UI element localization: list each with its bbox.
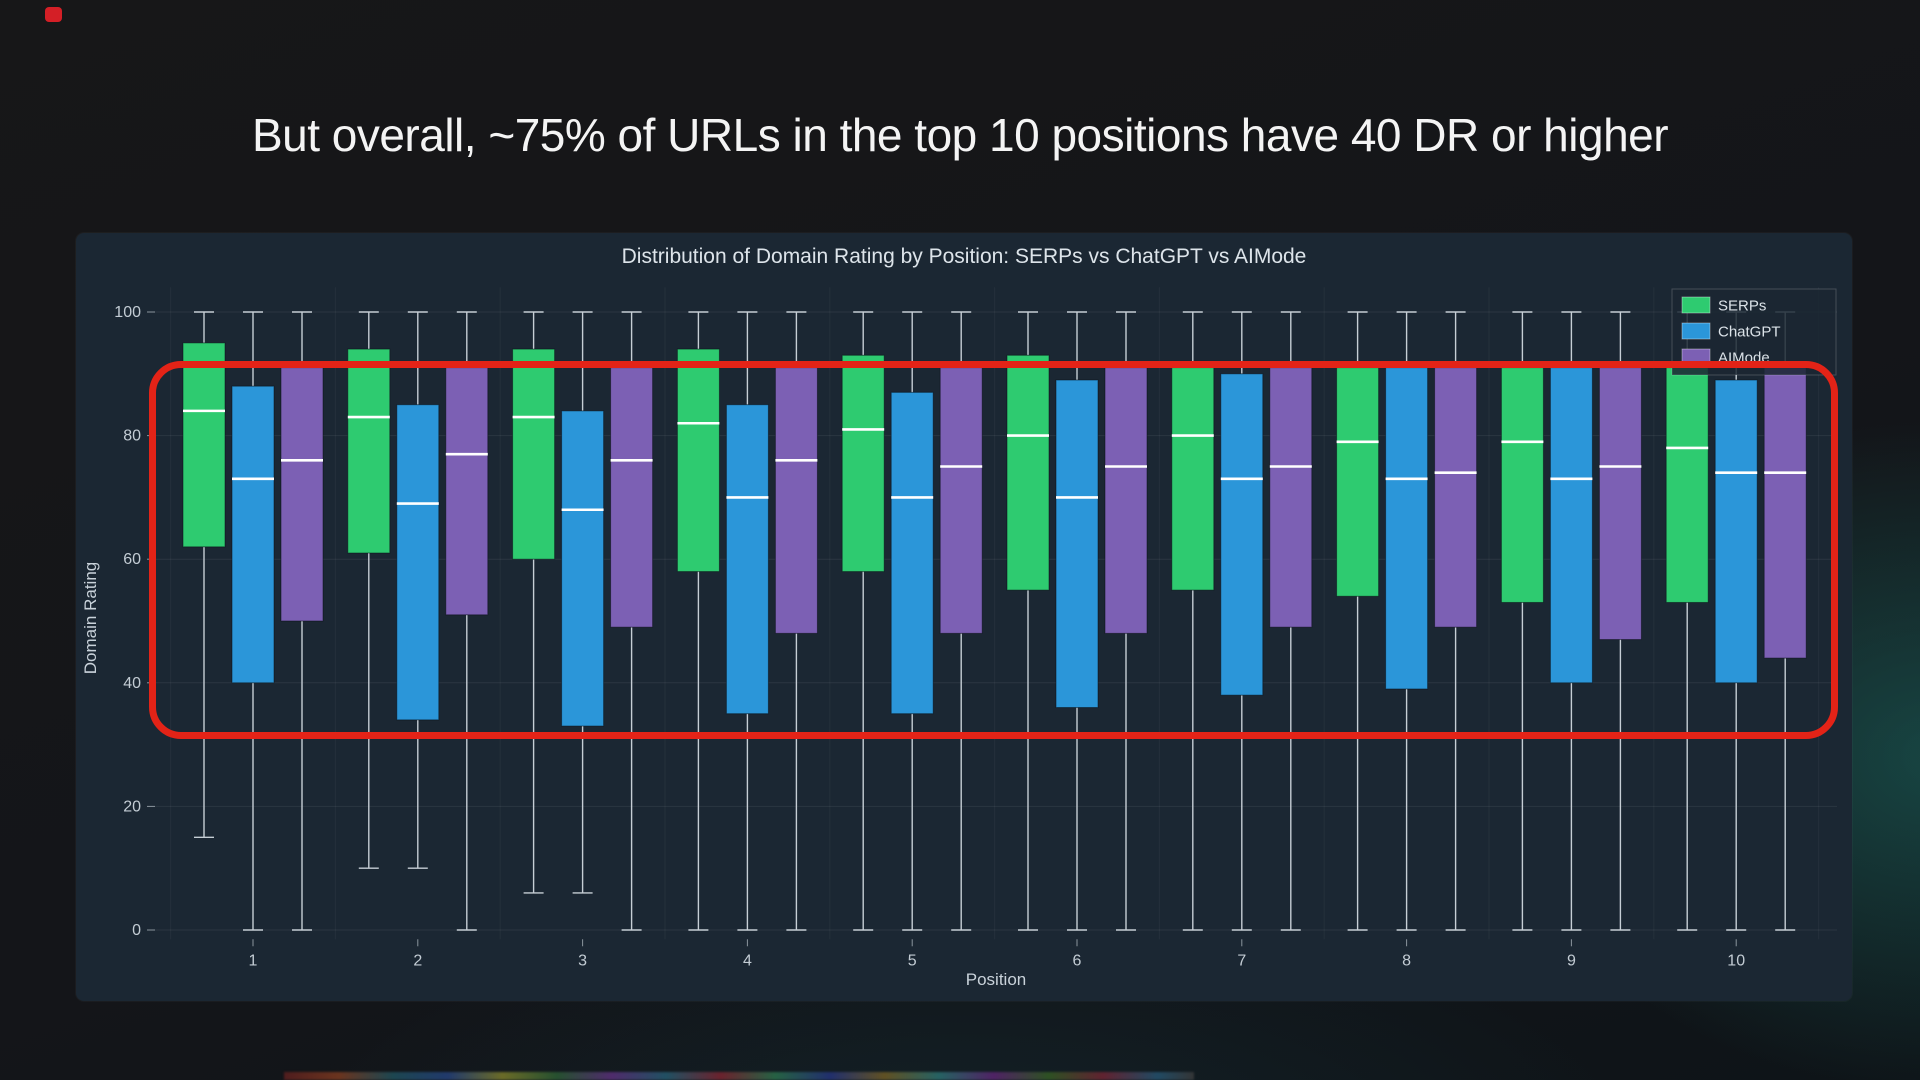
- series-aimode: [280, 311, 1807, 931]
- box-serps-pos6: [1006, 354, 1050, 591]
- box-chatgpt-pos2: [396, 404, 440, 721]
- svg-text:60: 60: [123, 551, 141, 568]
- chart-panel: Distribution of Domain Rating by Positio…: [76, 233, 1852, 1001]
- svg-text:20: 20: [123, 798, 141, 815]
- svg-text:100: 100: [114, 304, 141, 321]
- box-aimode-pos7: [1269, 367, 1313, 628]
- svg-text:80: 80: [123, 428, 141, 445]
- box-serps-pos7: [1171, 367, 1215, 591]
- svg-text:10: 10: [1727, 952, 1745, 969]
- svg-text:AIMode: AIMode: [1718, 350, 1770, 367]
- box-chatgpt-pos10: [1714, 379, 1758, 684]
- svg-text:40: 40: [123, 675, 141, 692]
- svg-text:ChatGPT: ChatGPT: [1718, 324, 1781, 341]
- record-dot: [45, 7, 62, 22]
- box-chatgpt-pos6: [1055, 379, 1099, 709]
- box-aimode-pos2: [445, 367, 489, 616]
- box-serps-pos9: [1500, 367, 1544, 603]
- legend-item-serps: SERPs: [1681, 296, 1766, 315]
- box-aimode-pos5: [939, 367, 983, 634]
- svg-text:8: 8: [1402, 952, 1411, 969]
- box-chatgpt-pos7: [1220, 373, 1264, 696]
- box-serps-pos5: [841, 354, 885, 573]
- box-serps-pos4: [676, 348, 720, 573]
- slide-heading: But overall, ~75% of URLs in the top 10 …: [251, 109, 1669, 161]
- svg-text:6: 6: [1073, 952, 1082, 969]
- svg-text:9: 9: [1567, 952, 1576, 969]
- box-aimode-pos6: [1104, 367, 1148, 634]
- svg-text:4: 4: [743, 952, 752, 969]
- box-chatgpt-pos3: [561, 410, 605, 727]
- legend: SERPs ChatGPT AIMode: [1671, 288, 1837, 376]
- series-serps: [182, 311, 1709, 931]
- svg-text:SERPs: SERPs: [1718, 298, 1766, 315]
- x-axis-ticks: 1 2 3 4 5 6 7 8 9 10: [249, 939, 1745, 969]
- gridlines: 0 20 40 60 80 100: [114, 287, 1837, 940]
- box-aimode-pos8: [1434, 367, 1478, 628]
- box-serps-pos1: [182, 342, 226, 548]
- box-serps-pos2: [347, 348, 391, 554]
- series-chatgpt: [231, 311, 1758, 931]
- chart-title: Distribution of Domain Rating by Positio…: [621, 245, 1307, 268]
- box-chatgpt-pos1: [231, 385, 275, 684]
- x-axis-label: Position: [966, 970, 1026, 989]
- svg-text:2: 2: [413, 952, 422, 969]
- box-aimode-pos1: [280, 367, 324, 622]
- legend-item-chatgpt: ChatGPT: [1681, 322, 1781, 341]
- box-chatgpt-pos8: [1385, 367, 1429, 690]
- svg-text:7: 7: [1237, 952, 1246, 969]
- svg-text:0: 0: [132, 922, 141, 939]
- box-chatgpt-pos5: [890, 391, 934, 715]
- svg-text:1: 1: [249, 952, 258, 969]
- box-chatgpt-pos9: [1549, 367, 1593, 684]
- box-aimode-pos9: [1598, 367, 1642, 641]
- box-chatgpt-pos4: [725, 404, 769, 715]
- boxplot-chart: Domain Rating Position 0 20 40 60 80 100 1 2 3 4 5…: [81, 287, 1837, 989]
- box-aimode-pos4: [774, 367, 818, 634]
- box-aimode-pos10: [1763, 367, 1807, 659]
- svg-text:3: 3: [578, 952, 587, 969]
- box-serps-pos8: [1336, 367, 1380, 597]
- legend-item-aimode: AIMode: [1681, 348, 1770, 367]
- box-serps-pos3: [512, 348, 556, 560]
- bottom-thumbnail-strip: [284, 1072, 1194, 1080]
- box-serps-pos10: [1665, 367, 1709, 603]
- y-axis-label: Domain Rating: [81, 562, 100, 674]
- box-aimode-pos3: [610, 367, 654, 628]
- svg-text:5: 5: [908, 952, 917, 969]
